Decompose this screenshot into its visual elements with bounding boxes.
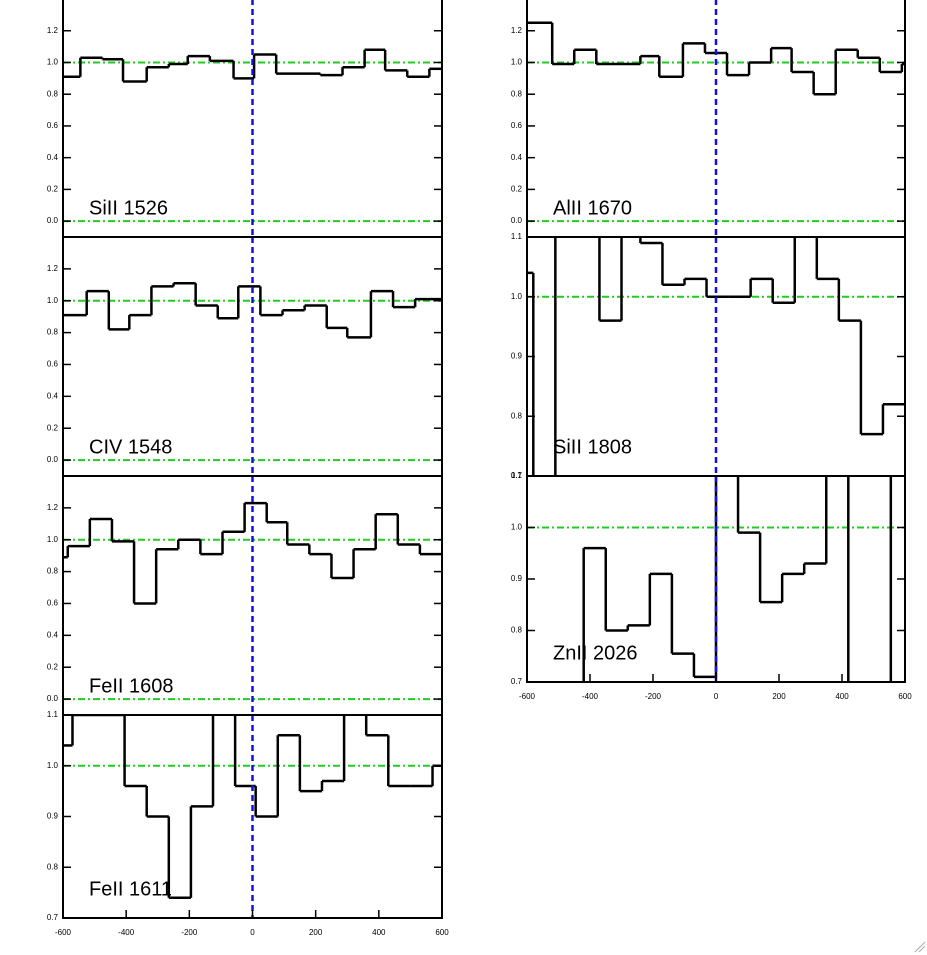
y-tick-label: 0.6	[47, 599, 59, 608]
y-tick-label: 0.8	[47, 567, 59, 576]
y-tick-label: 0.4	[511, 153, 523, 162]
y-tick-label: 1.0	[47, 761, 59, 770]
y-tick-label: 1.1	[511, 471, 523, 480]
y-tick-label: 1.2	[47, 26, 59, 35]
y-tick-label: 1.0	[47, 58, 59, 67]
x-tick-label: -400	[582, 692, 599, 701]
panel-label: FeII 1611	[89, 878, 172, 900]
panel-label: SiII 1526	[89, 197, 168, 219]
panel	[63, 237, 442, 476]
y-tick-label: 0.6	[47, 121, 59, 130]
y-tick-label: 0.8	[511, 411, 523, 420]
panel-label: ZnII 2026	[553, 642, 638, 664]
y-tick-label: 0.4	[47, 153, 59, 162]
y-tick-label: 1.0	[47, 296, 59, 305]
panel	[527, 476, 905, 682]
x-tick-label: -200	[181, 928, 198, 937]
x-tick-label: 400	[835, 692, 849, 701]
panel	[63, 0, 442, 237]
x-tick-label: -200	[645, 692, 662, 701]
y-tick-label: 0.2	[511, 185, 523, 194]
y-tick-label: 0.0	[511, 216, 523, 225]
y-tick-label: 0.2	[47, 662, 59, 671]
x-tick-label: 200	[309, 928, 323, 937]
y-tick-label: 0.4	[47, 391, 59, 400]
y-tick-label: 0.0	[47, 455, 59, 464]
x-tick-label: 0	[250, 928, 255, 937]
y-tick-label: 1.0	[47, 535, 59, 544]
y-tick-label: 0.8	[511, 626, 523, 635]
x-tick-label: 600	[435, 928, 449, 937]
y-tick-label: 1.1	[47, 710, 59, 719]
y-tick-label: 0.9	[511, 352, 523, 361]
y-tick-label: 1.2	[47, 264, 59, 273]
y-tick-label: 0.9	[511, 574, 523, 583]
x-tick-label: -600	[519, 692, 536, 701]
y-tick-label: 0.0	[47, 694, 59, 703]
y-tick-label: 1.1	[511, 232, 523, 241]
panel-label: CIV 1548	[89, 436, 172, 458]
panel-label: AlII 1670	[553, 197, 632, 219]
panel	[63, 476, 442, 715]
y-tick-label: 1.0	[511, 292, 523, 301]
y-tick-label: 0.8	[511, 89, 523, 98]
y-tick-label: 0.0	[47, 216, 59, 225]
y-tick-label: 1.0	[511, 523, 523, 532]
y-tick-label: 1.2	[47, 503, 59, 512]
panel	[527, 237, 905, 476]
y-tick-label: 0.2	[47, 423, 59, 432]
panel-label: SiII 1808	[553, 436, 632, 458]
y-tick-label: 0.6	[47, 360, 59, 369]
y-tick-label: 0.9	[47, 812, 59, 821]
x-tick-label: 600	[898, 692, 912, 701]
y-tick-label: 0.8	[47, 862, 59, 871]
x-tick-label: -600	[55, 928, 72, 937]
y-tick-label: 0.7	[47, 913, 59, 922]
y-tick-label: 0.6	[511, 121, 523, 130]
y-tick-label: 0.8	[47, 89, 59, 98]
panel	[527, 0, 905, 237]
y-tick-label: 0.7	[511, 471, 523, 480]
y-tick-label: 0.7	[511, 677, 523, 686]
x-tick-label: 400	[372, 928, 386, 937]
y-tick-label: 1.0	[511, 58, 523, 67]
y-tick-label: 0.8	[47, 328, 59, 337]
x-tick-label: 0	[714, 692, 719, 701]
x-tick-label: -400	[118, 928, 135, 937]
y-tick-label: 0.4	[47, 630, 59, 639]
resize-grip	[914, 941, 926, 953]
panel-label: FeII 1608	[89, 675, 174, 697]
y-tick-label: 0.2	[47, 185, 59, 194]
y-tick-label: 1.2	[511, 26, 523, 35]
x-tick-label: 200	[772, 692, 786, 701]
